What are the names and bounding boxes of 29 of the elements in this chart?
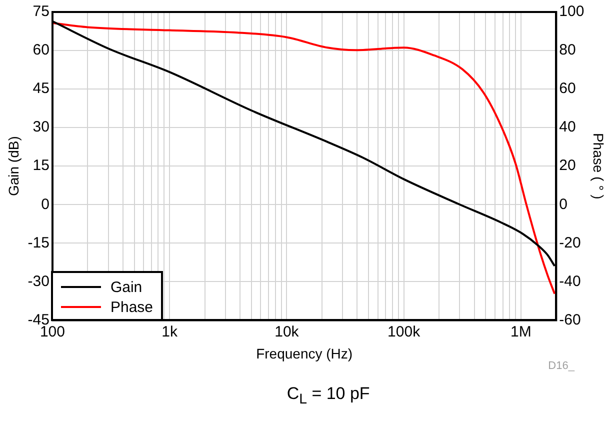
y2-axis-title: Phase ( ° ) (590, 132, 607, 200)
y-tick-label: 60 (32, 42, 50, 59)
x-tick-label: 10k (274, 323, 300, 340)
text: C$_{L}$ = 10 pF (286, 384, 370, 408)
x-axis-title: Frequency (Hz) (256, 345, 353, 362)
x-tick-label: 100k (388, 323, 421, 340)
y-tick-label: 15 (32, 157, 50, 174)
y-tick-label: 45 (32, 80, 50, 98)
y-tick-label: -30 (28, 272, 50, 290)
y2-tick-label: 80 (559, 42, 576, 59)
y-axis-title: Gain (dB) (5, 136, 22, 196)
y2-tick-label: 0 (559, 196, 568, 213)
y2-tick-label: 60 (559, 80, 576, 98)
legend-label: Phase (110, 298, 154, 316)
y-tick-label: 75 (32, 3, 50, 20)
y2-tick-label: -40 (559, 272, 581, 290)
y-tick-label: 0 (41, 196, 50, 213)
y-tick-label: 30 (32, 118, 50, 136)
y-tick-label: -15 (28, 234, 50, 252)
y2-tick-label: -60 (559, 311, 581, 328)
text: D16_ (548, 360, 574, 372)
legend-label: Gain (110, 278, 142, 296)
x-tick-label: 100 (40, 323, 65, 340)
x-tick-label: 1k (162, 323, 178, 340)
y2-tick-label: -20 (559, 234, 581, 252)
y2-tick-label: 20 (559, 157, 576, 174)
y2-tick-label: 100 (559, 3, 584, 20)
y2-tick-label: 40 (559, 118, 576, 136)
x-tick-label: 1M (510, 323, 532, 340)
